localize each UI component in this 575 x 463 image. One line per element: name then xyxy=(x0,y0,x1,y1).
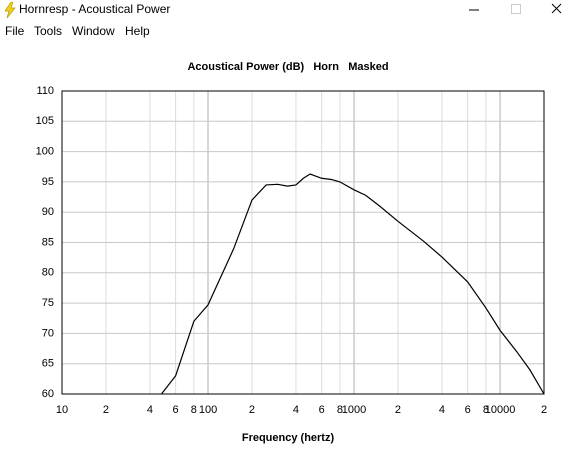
x-tick-label: 100 xyxy=(199,404,217,416)
y-tick-label: 85 xyxy=(42,236,54,248)
chart-title: Acoustical Power (dB) Horn Masked xyxy=(187,61,388,73)
y-tick-label: 75 xyxy=(42,297,54,309)
x-tick-label: 8 xyxy=(483,404,489,416)
x-tick-label: 6 xyxy=(465,404,471,416)
x-tick-label: 6 xyxy=(319,404,325,416)
menu-item[interactable]: Tools xyxy=(34,24,63,38)
maximize-button[interactable] xyxy=(511,4,521,14)
x-tick-label: 10000 xyxy=(485,404,516,416)
y-tick-label: 90 xyxy=(42,206,54,218)
x-tick-label: 2 xyxy=(395,404,401,416)
menu-bar: File Tools Window Help xyxy=(0,21,575,41)
x-tick-label: 2 xyxy=(103,404,109,416)
window-title: Hornresp - Acoustical Power xyxy=(19,2,171,16)
x-tick-label: 8 xyxy=(191,404,197,416)
x-tick-label: 4 xyxy=(293,404,299,416)
menu-item[interactable]: Window xyxy=(72,24,115,38)
y-tick-label: 60 xyxy=(42,388,54,400)
chart: Acoustical Power (dB) Horn Masked Freque… xyxy=(36,61,547,444)
y-tick-label: 100 xyxy=(36,146,54,158)
y-tick-label: 80 xyxy=(42,267,54,279)
y-tick-label: 95 xyxy=(42,176,54,188)
title-bar: Hornresp - Acoustical Power xyxy=(0,0,575,20)
close-button[interactable] xyxy=(551,3,562,14)
y-tick-label: 105 xyxy=(36,115,54,127)
x-tick-label: 4 xyxy=(439,404,445,416)
y-tick-label: 70 xyxy=(42,327,54,339)
x-tick-label: 4 xyxy=(147,404,153,416)
x-tick-label: 1000 xyxy=(342,404,366,416)
y-tick-label: 65 xyxy=(42,358,54,370)
plot-frame xyxy=(61,90,545,395)
x-tick-label: 6 xyxy=(173,404,179,416)
x-tick-label: 2 xyxy=(249,404,255,416)
menu-item[interactable]: File xyxy=(5,24,25,38)
window-controls xyxy=(469,3,562,14)
data-line xyxy=(160,173,545,395)
app-icon xyxy=(4,2,16,18)
y-tick-label: 110 xyxy=(36,85,54,97)
x-axis-label: Frequency (hertz) xyxy=(242,432,335,444)
x-tick-label: 10 xyxy=(56,404,68,416)
menu-item[interactable]: Help xyxy=(125,24,150,38)
x-tick-label: 8 xyxy=(337,404,343,416)
x-tick-label: 2 xyxy=(541,404,547,416)
